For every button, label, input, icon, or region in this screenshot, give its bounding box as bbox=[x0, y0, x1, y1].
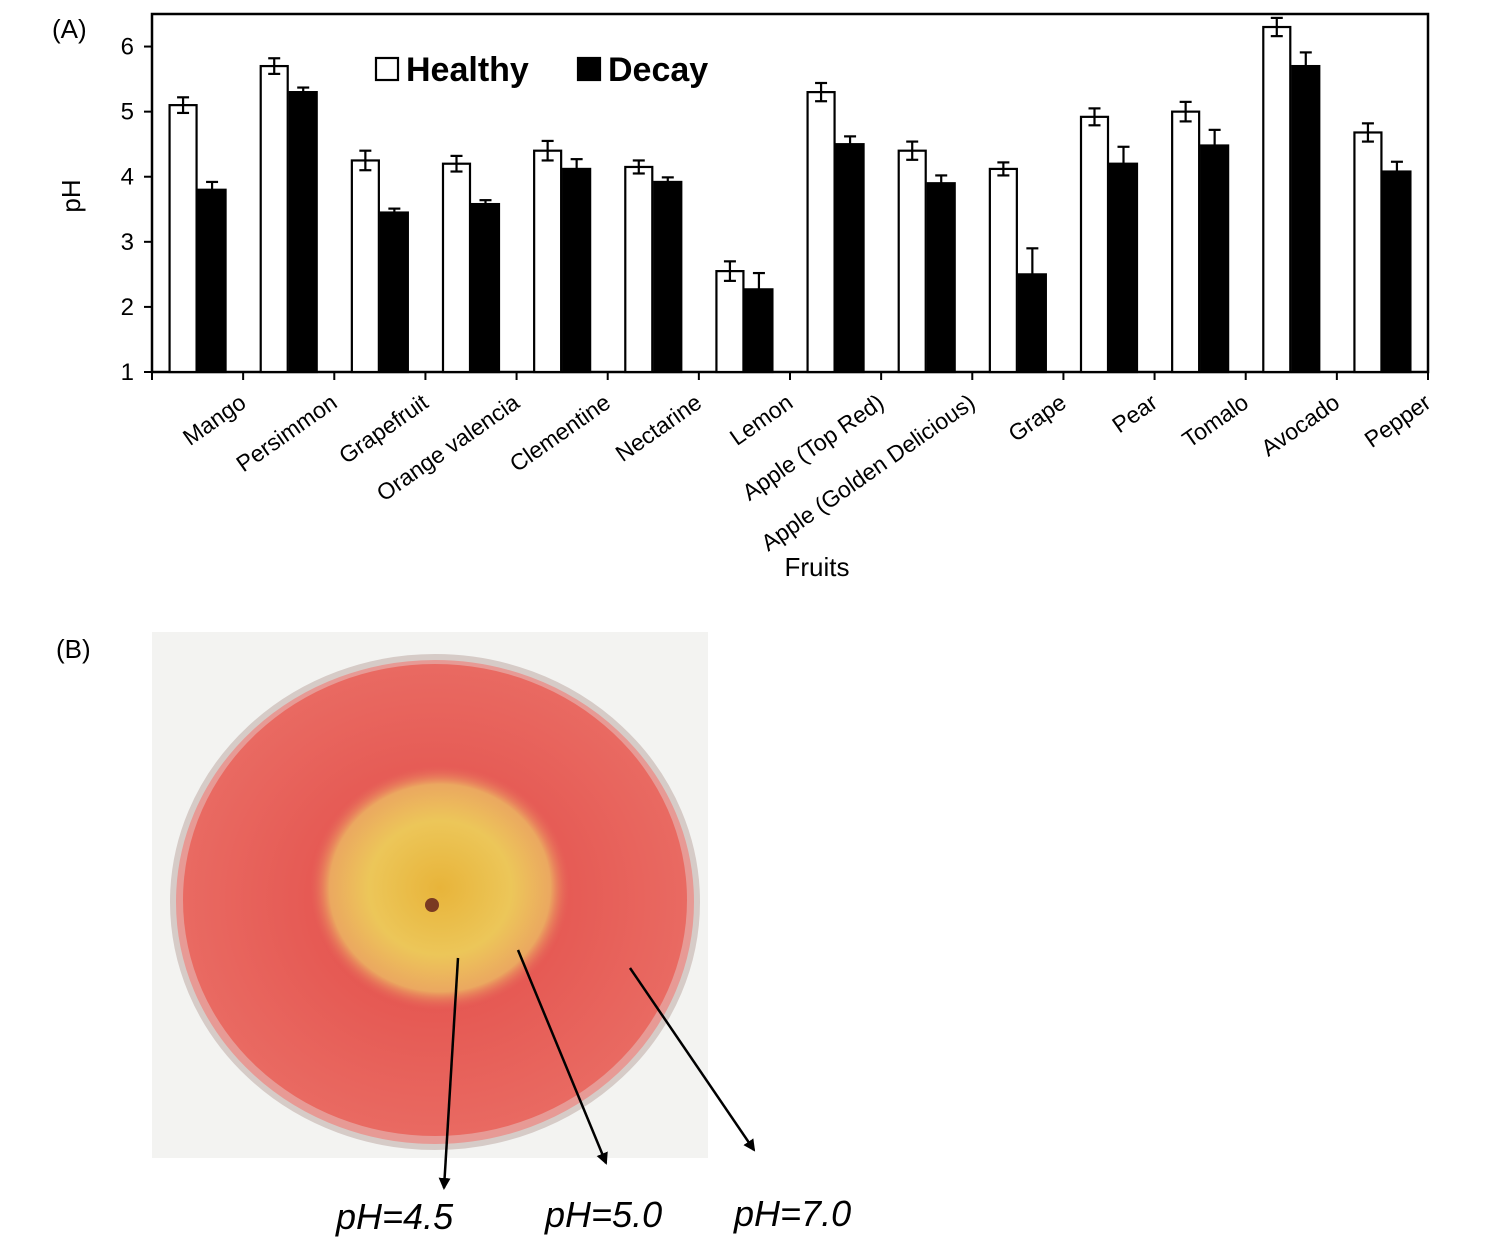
healthy-bar bbox=[1353, 131, 1383, 374]
healthy-bar bbox=[350, 159, 380, 374]
healthy-bar bbox=[806, 91, 836, 374]
x-axis-label: Fruits bbox=[785, 552, 850, 582]
y-tick-label: 5 bbox=[121, 99, 134, 126]
healthy-bar bbox=[259, 64, 289, 374]
healthy-bar bbox=[1079, 115, 1110, 374]
healthy-bar bbox=[715, 270, 745, 374]
healthy-bar bbox=[1262, 25, 1292, 374]
arrow-ph-5-0 bbox=[516, 949, 608, 1165]
legend-label-healthy: Healthy bbox=[406, 51, 529, 89]
legend-swatch-healthy bbox=[374, 56, 400, 82]
decay-bar bbox=[379, 211, 409, 374]
decay-bar bbox=[470, 202, 501, 374]
ph-label-4-5: pH=4.5 bbox=[336, 1196, 454, 1237]
decay-bar bbox=[1108, 162, 1139, 374]
arrow-ph-7-0 bbox=[628, 967, 756, 1152]
decay-bar bbox=[926, 182, 956, 374]
y-tick-label: 3 bbox=[121, 229, 134, 256]
legend-label-decay: Decay bbox=[608, 51, 708, 89]
healthy-bar bbox=[624, 165, 654, 374]
decay-bar bbox=[1382, 170, 1412, 374]
healthy-bar bbox=[988, 167, 1018, 374]
legend-swatch-decay bbox=[576, 56, 602, 82]
y-tick-label: 6 bbox=[121, 34, 134, 61]
healthy-bar bbox=[1171, 110, 1201, 374]
decay-bar bbox=[835, 143, 865, 374]
decay-bar bbox=[197, 188, 227, 374]
y-axis-label: pH bbox=[56, 179, 86, 212]
y-tick-label: 4 bbox=[121, 164, 134, 191]
ph-label-7-0: pH=7.0 bbox=[734, 1193, 852, 1234]
arrow-ph-4-5 bbox=[438, 957, 460, 1190]
fungal-inoculum bbox=[425, 898, 439, 912]
yellow-acid-zone bbox=[310, 766, 570, 1010]
y-tick-label: 1 bbox=[121, 359, 134, 386]
panel-b-label: (B) bbox=[56, 634, 91, 664]
panel-a-label: (A) bbox=[52, 14, 87, 44]
ph-label-5-0: pH=5.0 bbox=[545, 1194, 663, 1235]
y-tick-label: 2 bbox=[121, 294, 134, 321]
